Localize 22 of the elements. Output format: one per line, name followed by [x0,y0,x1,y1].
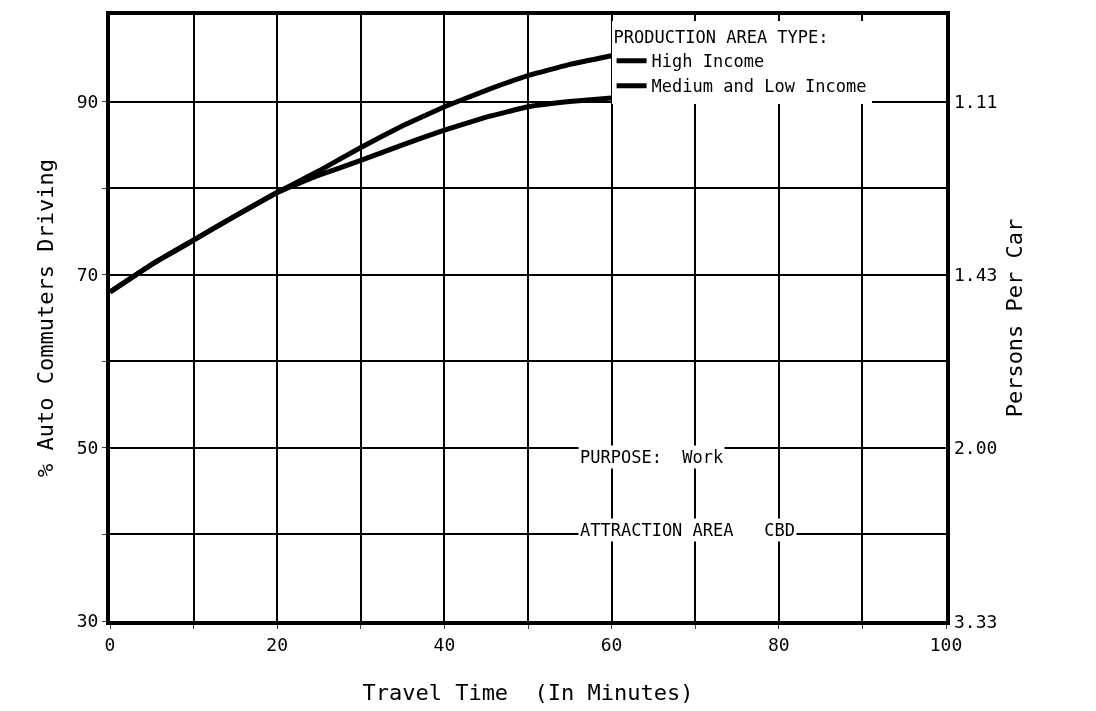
x-tick-label: 40 [433,633,456,655]
legend-label: High Income [651,51,765,72]
x-tick-label: 100 [929,633,963,655]
y-tick-label: 70 [76,264,99,286]
legend-label: Medium and Low Income [651,76,867,97]
annotation: ATTRACTION AREA CBD [580,520,795,540]
x-axis-title: Travel Time (In Minutes) [362,680,694,705]
y-axis-title: % Auto Commuters Driving [33,159,58,477]
text: 1.43 [954,264,998,285]
y2-axis-title: Persons Per Car [1001,218,1027,418]
x-tick-label: 0 [104,633,116,655]
text: 2.00 [954,437,998,458]
text: 3.33 [954,611,998,632]
y-tick-label: 90 [76,90,99,112]
y-tick-label: 30 [76,610,99,632]
text: 1.11 [954,91,998,112]
legend-title: PRODUCTION AREA TYPE: [613,27,829,48]
x-tick-label: 20 [266,633,289,655]
x-tick-label: 60 [600,633,623,655]
annotation: PURPOSE: Work [580,447,724,467]
y-tick-label: 50 [76,437,99,459]
x-tick-label: 80 [767,633,790,655]
